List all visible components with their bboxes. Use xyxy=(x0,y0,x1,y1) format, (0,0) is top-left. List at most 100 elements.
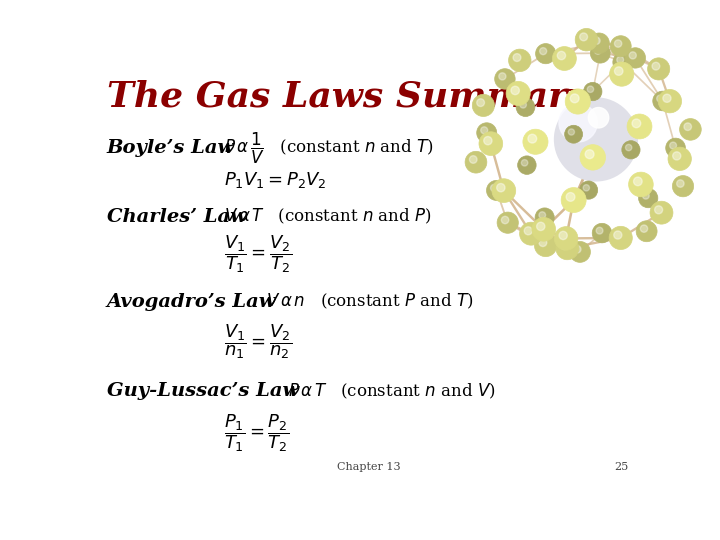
Circle shape xyxy=(590,43,610,63)
Circle shape xyxy=(566,193,575,201)
Text: Boyle’s Law: Boyle’s Law xyxy=(107,139,235,157)
Circle shape xyxy=(642,192,649,199)
Circle shape xyxy=(613,52,633,72)
Circle shape xyxy=(513,53,521,62)
Circle shape xyxy=(610,62,634,86)
Circle shape xyxy=(499,73,506,80)
Circle shape xyxy=(501,217,509,224)
Circle shape xyxy=(532,218,556,241)
Circle shape xyxy=(625,48,646,68)
Circle shape xyxy=(614,67,623,75)
Circle shape xyxy=(629,172,653,197)
Circle shape xyxy=(589,33,609,53)
Circle shape xyxy=(647,58,670,80)
Circle shape xyxy=(640,225,648,232)
Circle shape xyxy=(490,184,498,191)
Circle shape xyxy=(539,212,546,219)
Circle shape xyxy=(484,137,492,145)
Circle shape xyxy=(596,227,603,234)
Circle shape xyxy=(568,129,575,135)
Circle shape xyxy=(650,201,673,224)
Text: $V\,\alpha\, T$   (constant $n$ and $P$): $V\,\alpha\, T$ (constant $n$ and $P$) xyxy=(224,207,431,226)
Circle shape xyxy=(561,187,586,213)
Circle shape xyxy=(469,156,477,163)
Circle shape xyxy=(487,180,507,200)
Circle shape xyxy=(658,90,682,113)
Circle shape xyxy=(511,86,519,94)
Circle shape xyxy=(580,145,606,170)
Circle shape xyxy=(593,37,600,44)
Circle shape xyxy=(580,181,598,199)
Circle shape xyxy=(639,188,658,208)
Circle shape xyxy=(580,33,588,41)
Text: The Gas Laws Summary: The Gas Laws Summary xyxy=(107,79,588,114)
Circle shape xyxy=(594,48,601,54)
Circle shape xyxy=(583,82,602,101)
Circle shape xyxy=(497,184,505,192)
Circle shape xyxy=(654,206,662,214)
Text: $\dfrac{V_1}{T_1} = \dfrac{V_2}{T_2}$: $\dfrac{V_1}{T_1} = \dfrac{V_2}{T_2}$ xyxy=(224,233,292,275)
Circle shape xyxy=(672,176,693,197)
Circle shape xyxy=(611,36,631,57)
Circle shape xyxy=(652,62,660,70)
Circle shape xyxy=(614,40,622,47)
Circle shape xyxy=(570,94,579,103)
Circle shape xyxy=(536,222,545,231)
Circle shape xyxy=(536,44,556,64)
Circle shape xyxy=(588,107,608,128)
Circle shape xyxy=(585,150,594,159)
Circle shape xyxy=(626,144,632,151)
Circle shape xyxy=(634,177,642,186)
Circle shape xyxy=(535,208,554,227)
Circle shape xyxy=(506,82,530,105)
Circle shape xyxy=(629,52,636,59)
Circle shape xyxy=(554,97,638,181)
Circle shape xyxy=(588,86,594,92)
Circle shape xyxy=(574,246,581,253)
Circle shape xyxy=(559,231,567,240)
Circle shape xyxy=(495,69,516,89)
Circle shape xyxy=(668,147,691,171)
Circle shape xyxy=(479,132,503,156)
Circle shape xyxy=(559,104,597,142)
Circle shape xyxy=(609,226,632,249)
Circle shape xyxy=(672,152,681,160)
Text: $\dfrac{V_1}{n_1} = \dfrac{V_2}{n_2}$: $\dfrac{V_1}{n_1} = \dfrac{V_2}{n_2}$ xyxy=(224,322,292,361)
Circle shape xyxy=(632,119,641,128)
Circle shape xyxy=(556,237,579,260)
Circle shape xyxy=(565,89,590,114)
Circle shape xyxy=(666,138,685,158)
Circle shape xyxy=(508,49,531,72)
Circle shape xyxy=(523,129,548,154)
Circle shape xyxy=(564,125,582,143)
Text: Chapter 13: Chapter 13 xyxy=(337,462,401,472)
Text: Charles’ Law: Charles’ Law xyxy=(107,207,247,226)
Circle shape xyxy=(560,241,569,249)
Circle shape xyxy=(497,212,518,233)
Text: $V\,\alpha\, n$   (constant $P$ and $T$): $V\,\alpha\, n$ (constant $P$ and $T$) xyxy=(266,292,473,312)
Circle shape xyxy=(552,46,576,70)
Text: Guy-Lussac’s Law: Guy-Lussac’s Law xyxy=(107,382,299,400)
Circle shape xyxy=(516,98,535,117)
Circle shape xyxy=(670,142,677,149)
Circle shape xyxy=(570,241,590,262)
Circle shape xyxy=(593,224,612,243)
Circle shape xyxy=(528,134,536,143)
Circle shape xyxy=(477,99,485,106)
Circle shape xyxy=(520,102,526,108)
Circle shape xyxy=(613,231,622,239)
Circle shape xyxy=(663,94,671,103)
Circle shape xyxy=(465,151,487,173)
Text: $P\,\alpha\, T$   (constant $n$ and $V$): $P\,\alpha\, T$ (constant $n$ and $V$) xyxy=(288,382,495,401)
Text: $P\,\alpha\,\dfrac{1}{V}$   (constant $n$ and $T$): $P\,\alpha\,\dfrac{1}{V}$ (constant $n$ … xyxy=(224,130,433,166)
Circle shape xyxy=(680,119,701,140)
Circle shape xyxy=(534,234,557,256)
Circle shape xyxy=(684,123,691,131)
Circle shape xyxy=(539,48,546,55)
Circle shape xyxy=(520,222,543,245)
Circle shape xyxy=(657,95,664,102)
Circle shape xyxy=(472,94,495,117)
Circle shape xyxy=(557,51,566,60)
Circle shape xyxy=(677,180,684,187)
Circle shape xyxy=(575,29,598,51)
